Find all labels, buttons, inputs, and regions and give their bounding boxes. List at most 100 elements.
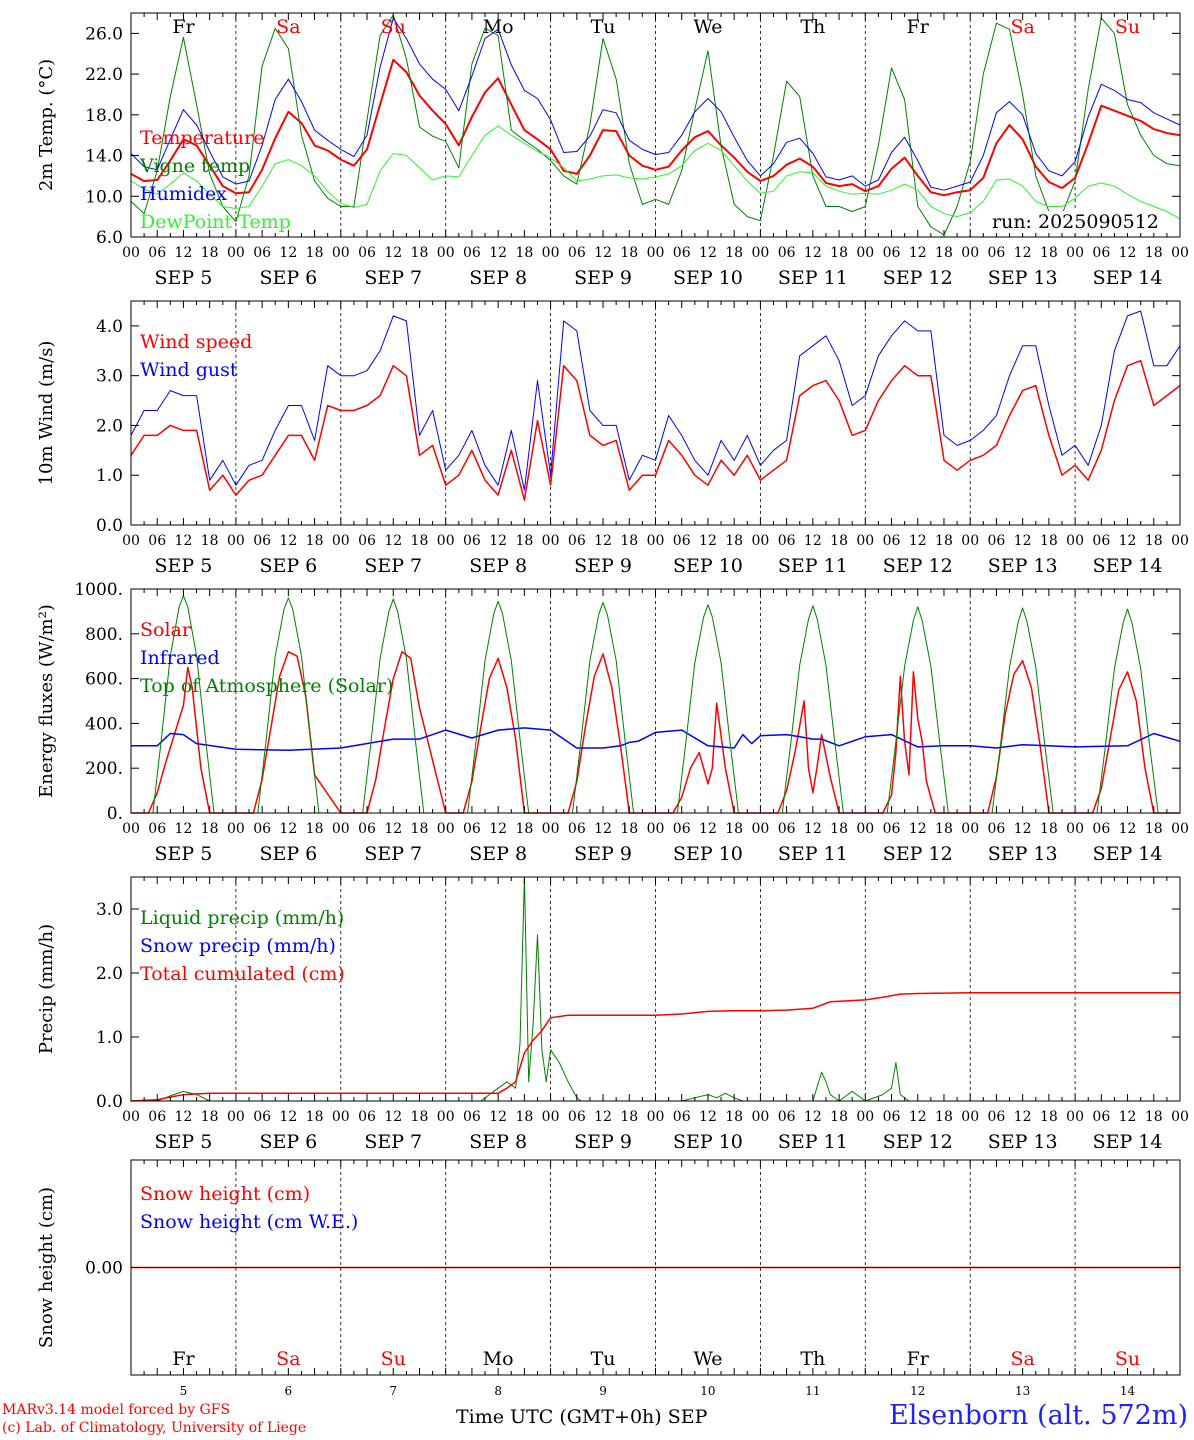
hour-tick-label: 18: [620, 533, 638, 549]
hour-tick-label: 18: [725, 1109, 743, 1125]
model-credit: MARv3.14 model forced by GFS: [2, 1402, 231, 1418]
y-tick-label: 6.0: [96, 228, 123, 248]
hour-tick-label: 06: [463, 821, 481, 837]
date-label: SEP 8: [469, 1131, 527, 1153]
y-tick-label: 4.0: [96, 317, 123, 337]
day-name: Su: [1115, 1348, 1140, 1370]
y-tick-label: 10.0: [85, 187, 123, 207]
day-name: We: [693, 16, 722, 38]
hour-tick-label: 12: [489, 821, 507, 837]
hour-tick-label: 06: [568, 1109, 586, 1125]
hour-tick-label: 00: [227, 821, 245, 837]
lab-credit: (c) Lab. of Climatology, University of L…: [2, 1420, 307, 1436]
hour-tick-label: 06: [883, 245, 901, 261]
series-total-cumulated-cm-: [130, 992, 1180, 1102]
hour-tick-label: 06: [673, 533, 691, 549]
hour-tick-label: 06: [988, 1109, 1006, 1125]
y-tick-label: 18.0: [85, 106, 123, 126]
series-liquid-precip-mm-h-: [131, 876, 1180, 1102]
date-label: SEP 11: [778, 267, 848, 289]
hour-tick-label: 18: [411, 533, 429, 549]
hour-tick-label: 18: [935, 533, 953, 549]
y-tick-label: 0.0: [96, 1092, 123, 1112]
hour-tick-label: 00: [856, 821, 874, 837]
hour-tick-label: 12: [594, 533, 612, 549]
day-number: 12: [910, 1384, 925, 1398]
series-wind-speed: [130, 359, 1181, 501]
hour-tick-label: 18: [201, 1109, 219, 1125]
date-label: SEP 7: [364, 267, 422, 289]
hour-tick-label: 18: [306, 245, 324, 261]
date-label: SEP 13: [988, 1131, 1058, 1153]
hour-tick-label: 00: [542, 821, 560, 837]
hour-tick-label: 06: [988, 533, 1006, 549]
hour-tick-label: 00: [961, 1109, 979, 1125]
y-tick-label: 0.00: [85, 1259, 123, 1279]
day-name: Fr: [172, 16, 195, 38]
hour-tick-label: 06: [253, 245, 271, 261]
hour-tick-label: 06: [148, 533, 166, 549]
hour-tick-label: 00: [227, 533, 245, 549]
hour-tick-label: 00: [647, 533, 665, 549]
date-label: SEP 13: [988, 843, 1058, 865]
hour-tick-label: 00: [1171, 821, 1189, 837]
hour-tick-label: 18: [411, 821, 429, 837]
date-label: SEP 7: [364, 555, 422, 577]
hour-tick-label: 06: [358, 245, 376, 261]
hour-tick-label: 06: [1092, 821, 1110, 837]
hour-tick-label: 18: [725, 533, 743, 549]
legend-entry: Solar: [140, 619, 192, 641]
hour-tick-label: 12: [804, 533, 822, 549]
legend-entry: Snow height (cm W.E.): [140, 1211, 358, 1233]
hour-tick-label: 18: [515, 1109, 533, 1125]
hour-tick-label: 18: [830, 533, 848, 549]
hour-tick-label: 18: [935, 245, 953, 261]
hour-tick-label: 00: [647, 245, 665, 261]
date-label: SEP 9: [574, 1131, 632, 1153]
hour-tick-label: 06: [673, 245, 691, 261]
hour-tick-label: 00: [437, 821, 455, 837]
hour-tick-label: 12: [384, 1109, 402, 1125]
legend-entry: Wind gust: [140, 359, 238, 381]
date-label: SEP 13: [988, 555, 1058, 577]
hour-tick-label: 00: [332, 533, 350, 549]
y-tick-label: 26.0: [85, 24, 123, 44]
date-label: SEP 5: [155, 555, 213, 577]
hour-tick-label: 18: [1040, 1109, 1058, 1125]
date-label: SEP 10: [673, 555, 743, 577]
hour-tick-label: 06: [568, 821, 586, 837]
hour-tick-label: 06: [463, 1109, 481, 1125]
day-name: Fr: [907, 1348, 930, 1370]
hour-tick-label: 00: [542, 533, 560, 549]
series-infrared: [131, 727, 1181, 752]
y-axis-label: 10m Wind (m/s): [36, 341, 57, 486]
y-axis-label: 2m Temp. (°C): [36, 59, 57, 191]
day-number: 9: [599, 1384, 607, 1398]
day-name: Th: [800, 1348, 825, 1370]
hour-tick-label: 18: [935, 821, 953, 837]
hour-tick-label: 06: [778, 1109, 796, 1125]
y-axis-label: Precip (mm/h): [36, 924, 57, 1054]
hour-tick-label: 12: [384, 245, 402, 261]
date-label: SEP 14: [1093, 267, 1163, 289]
hour-tick-label: 00: [961, 245, 979, 261]
y-tick-label: 400.: [85, 714, 123, 734]
hour-tick-label: 18: [201, 821, 219, 837]
hour-tick-label: 12: [909, 821, 927, 837]
hour-tick-label: 00: [856, 533, 874, 549]
day-name: Fr: [907, 16, 930, 38]
hour-tick-label: 00: [1171, 245, 1189, 261]
hour-tick-label: 06: [148, 1109, 166, 1125]
hour-tick-label: 18: [201, 533, 219, 549]
panel-frame: [130, 12, 1181, 238]
date-label: SEP 5: [155, 267, 213, 289]
hour-tick-label: 12: [175, 821, 193, 837]
hour-tick-label: 18: [725, 245, 743, 261]
hour-tick-label: 12: [594, 821, 612, 837]
hour-tick-label: 12: [699, 821, 717, 837]
hour-tick-label: 06: [568, 533, 586, 549]
hour-tick-label: 06: [253, 1109, 271, 1125]
hour-tick-label: 12: [1014, 533, 1032, 549]
day-number: 8: [494, 1384, 502, 1398]
hour-tick-label: 18: [515, 821, 533, 837]
